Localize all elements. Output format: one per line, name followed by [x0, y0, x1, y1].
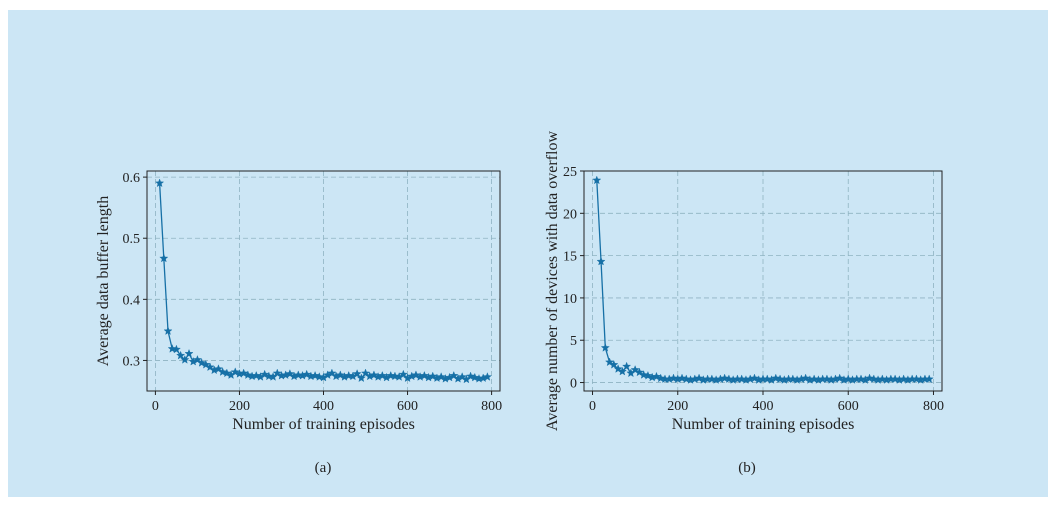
y-tick-label: 0.5: [123, 232, 141, 247]
x-axis-label: Number of training episodes: [232, 416, 415, 433]
chart-b: 0 200 400 600 800 0 5 10 15 20 25 Number of trainin…: [544, 131, 944, 476]
chart-a: 0 200 400 600 800 0.3 0.4 0.5 0.6 Number of train…: [95, 171, 502, 476]
y-tick-label: 5: [570, 334, 577, 349]
y-tick-label: 10: [563, 292, 577, 307]
y-tick-label: 0: [570, 377, 577, 392]
x-tick-label: 200: [229, 399, 250, 414]
y-tick-label: 0.3: [123, 354, 141, 369]
data-point: [623, 362, 631, 370]
x-tick-label: 400: [313, 399, 334, 414]
x-tick-label: 0: [152, 399, 159, 414]
y-tick-label: 15: [563, 250, 577, 265]
y-tick-label: 0.4: [123, 293, 141, 308]
y-tick-label: 25: [563, 165, 577, 180]
y-axis-label: Average data buffer length: [95, 196, 112, 366]
data-point: [185, 350, 193, 358]
x-tick-label: 400: [753, 399, 774, 414]
x-tick-label: 800: [481, 399, 502, 414]
x-tick-label: 800: [923, 399, 944, 414]
chart-caption: (b): [738, 460, 756, 476]
figure-panel: 0 200 400 600 800 0.3 0.4 0.5 0.6 Number of train…: [8, 10, 1048, 497]
chart-caption: (a): [315, 460, 332, 476]
y-axis-label: Average number of devices with data over…: [544, 131, 561, 431]
x-tick-label: 600: [838, 399, 859, 414]
x-tick-label: 0: [589, 399, 596, 414]
x-axis-label: Number of training episodes: [672, 416, 855, 433]
y-tick-label: 20: [563, 207, 577, 222]
y-tick-label: 0.6: [123, 171, 141, 186]
x-tick-label: 200: [667, 399, 688, 414]
x-tick-label: 600: [397, 399, 418, 414]
